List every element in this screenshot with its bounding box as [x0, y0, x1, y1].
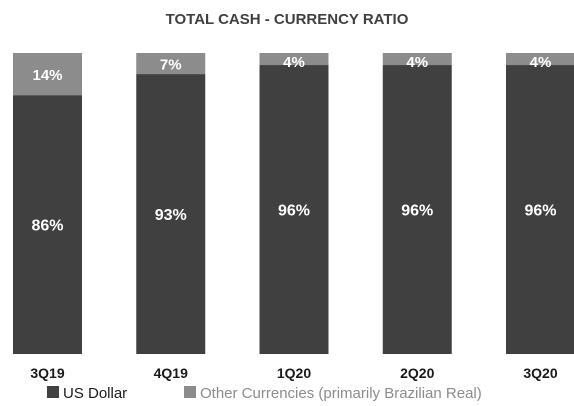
data-label-us-dollar-2q20: 96%	[401, 203, 433, 220]
x-tick-label-3q20: 3Q20	[523, 365, 557, 381]
bar-other-currencies-3q20	[506, 53, 574, 66]
data-label-us-dollar-4q19: 93%	[155, 207, 187, 224]
data-label-other-currencies-2q20: 4%	[406, 54, 428, 71]
x-axis-ticks: 3Q19 4Q19 1Q20 2Q20 3Q20	[30, 365, 557, 381]
x-tick-label-1q20: 1Q20	[277, 365, 311, 381]
bar-us-dollar-3q20	[506, 65, 574, 354]
data-label-us-dollar-1q20: 96%	[278, 203, 310, 220]
data-label-other-currencies-4q19: 7%	[160, 57, 182, 74]
legend-swatch-us-dollar	[47, 386, 59, 398]
bar-us-dollar-2q20	[382, 65, 452, 354]
legend: US Dollar Other Currencies (primarily Br…	[47, 385, 482, 402]
data-label-us-dollar-3q19: 86%	[31, 218, 63, 235]
bar-us-dollar-4q19	[136, 74, 206, 354]
legend-swatch-other-currencies	[184, 386, 196, 398]
bar-other-currencies-1q20	[259, 53, 329, 66]
legend-label-us-dollar: US Dollar	[63, 385, 127, 402]
bars-group: 86% 14% 93% 7% 96% 4% 96% 4% 96% 4%	[13, 53, 574, 354]
chart-title: TOTAL CASH - CURRENCY RATIO	[166, 11, 409, 28]
x-tick-label-2q20: 2Q20	[400, 365, 434, 381]
bar-us-dollar-3q19	[13, 95, 82, 354]
data-label-other-currencies-3q20: 4%	[530, 54, 552, 71]
bar-us-dollar-1q20	[259, 65, 329, 354]
data-label-us-dollar-3q20: 96%	[524, 203, 556, 220]
x-tick-label-3q19: 3Q19	[30, 365, 64, 381]
data-label-other-currencies-3q19: 14%	[32, 67, 62, 84]
data-label-other-currencies-1q20: 4%	[283, 54, 305, 71]
bar-other-currencies-3q19	[13, 53, 82, 96]
bar-other-currencies-2q20	[382, 53, 452, 66]
bar-other-currencies-4q19	[136, 53, 206, 75]
legend-label-other-currencies: Other Currencies (primarily Brazilian Re…	[200, 385, 482, 402]
x-tick-label-4q19: 4Q19	[154, 365, 188, 381]
